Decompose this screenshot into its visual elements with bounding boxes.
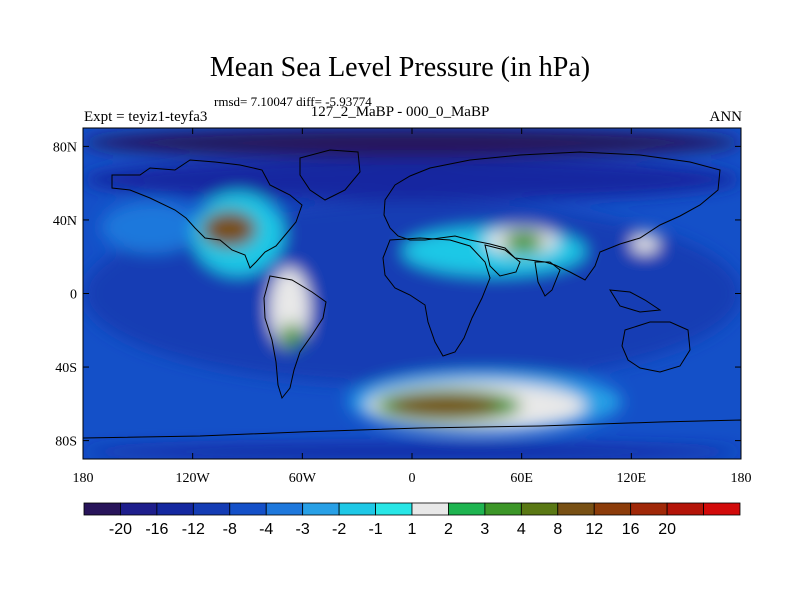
coastline-greenland <box>299 149 361 201</box>
lat-tick-label: 40N <box>53 214 77 229</box>
lon-tick-label: 120E <box>617 471 647 486</box>
colorbar-swatch <box>375 502 413 516</box>
colorbar-label: 12 <box>585 521 603 538</box>
colorbar-label: 3 <box>480 521 489 538</box>
colorbar-label: 20 <box>658 521 676 538</box>
experiment-label: Expt = teyiz1-teyfa3 <box>84 109 208 125</box>
lon-tick-label: 120W <box>176 471 211 486</box>
stats-line: rmsd= 7.10047 diff= -5.93774 <box>214 94 372 109</box>
colorbar-label: -4 <box>259 521 273 538</box>
colorbar-label: 16 <box>622 521 640 538</box>
coastline-antarctica <box>83 419 741 459</box>
field-blob-16 <box>83 444 741 459</box>
colorbar-swatch <box>448 502 486 516</box>
latitude-axis: 80N 40N 0 40S 80S <box>53 140 741 450</box>
colorbar-label: -1 <box>368 521 382 538</box>
colorbar-swatch <box>302 502 340 516</box>
season-label: ANN <box>709 109 743 125</box>
lon-tick-label: 60E <box>510 471 533 486</box>
colorbar-swatch <box>83 502 121 516</box>
field-blob-15 <box>631 234 659 254</box>
colorbar-label: -20 <box>109 521 132 538</box>
colorbar-label: -16 <box>145 521 168 538</box>
colorbar-label: 4 <box>517 521 526 538</box>
colorbar-swatch <box>338 502 376 516</box>
colorbar-swatch <box>192 502 231 516</box>
lon-tick-label: 60W <box>289 471 317 486</box>
pressure-contours <box>83 128 741 459</box>
coastline-africa <box>382 237 491 357</box>
lon-tick-label: 180 <box>73 471 94 486</box>
coastline-maritime <box>609 289 662 313</box>
longitude-axis: 180 120W 60W 0 60E 120E 180 <box>73 128 752 486</box>
field-blob-10 <box>503 230 544 254</box>
lon-tick-label: 0 <box>409 471 416 486</box>
lat-tick-label: 80N <box>53 140 77 155</box>
coastlines <box>83 149 741 459</box>
colorbar-swatch <box>120 502 158 516</box>
colorbar-label: -8 <box>223 521 237 538</box>
period-label: 127_2_MaBP - 000_0_MaBP <box>310 104 490 120</box>
colorbar-swatch <box>557 502 595 516</box>
colorbar-swatch <box>703 502 741 516</box>
colorbar-swatch <box>666 502 704 516</box>
colorbar-swatch <box>265 502 304 516</box>
colorbar-label: 8 <box>553 521 562 538</box>
colorbar-swatch <box>156 502 194 516</box>
coastline-india <box>534 261 561 297</box>
field-blob-3 <box>101 201 202 254</box>
colorbar-label: -3 <box>296 521 310 538</box>
colorbar-swatch <box>630 502 668 516</box>
coastline-australia <box>621 321 691 373</box>
colorbar-swatch <box>593 502 632 516</box>
field-blob-1 <box>83 157 741 202</box>
lon-tick-label: 180 <box>731 471 752 486</box>
coastline-north-america <box>111 159 303 269</box>
map-title: Mean Sea Level Pressure (in hPa) <box>209 52 591 83</box>
colorbar-swatch <box>520 502 559 516</box>
pressure-field <box>83 128 741 459</box>
colorbar-swatch <box>484 502 522 516</box>
colorbar-label: -2 <box>332 521 346 538</box>
lat-tick-label: 0 <box>70 288 77 303</box>
lat-tick-label: 80S <box>55 435 77 450</box>
lat-tick-label: 40S <box>55 361 77 376</box>
colorbar-swatch <box>229 502 267 516</box>
colorbar-label: 2 <box>444 521 453 538</box>
field-blob-0 <box>83 128 741 158</box>
coastline-arabia <box>484 244 521 277</box>
coastline-south-america <box>263 275 327 400</box>
field-blob-14 <box>390 394 500 417</box>
field-blob-7 <box>280 322 303 349</box>
colorbar-label: 1 <box>408 521 417 538</box>
colorbar: -20 -16 -12 -8 -4 -3 -2 -1 1 2 3 4 8 12 16 20 <box>83 502 741 538</box>
colorbar-label: -12 <box>182 521 205 538</box>
field-blob-5 <box>201 210 257 248</box>
colorbar-swatch <box>411 502 449 516</box>
